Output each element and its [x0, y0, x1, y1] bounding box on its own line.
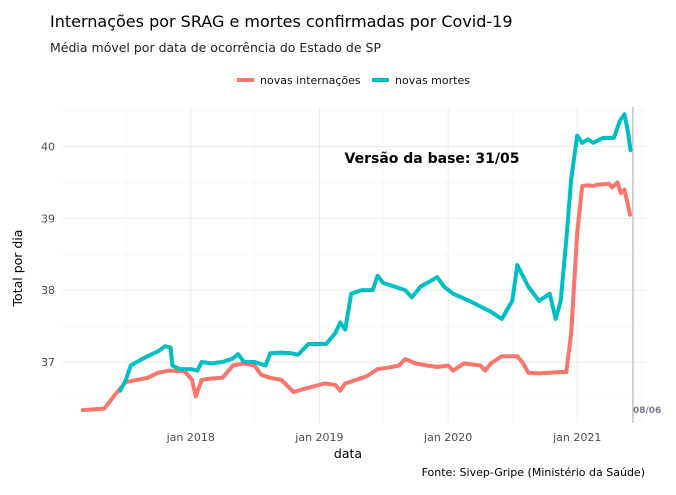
x-tick-label: jan 2019 [294, 431, 343, 444]
series-line-novas-internacoes [80, 180, 633, 413]
legend-label-internacoes: novas internações [260, 74, 361, 87]
grid-minor [62, 107, 646, 423]
series-layer [80, 112, 633, 413]
x-axis-title: data [334, 446, 362, 461]
y-axis-title: Total por dia [10, 230, 25, 308]
cutoff-layer: 08/06 [632, 107, 661, 423]
grid-major [62, 107, 646, 423]
cutoff-label: 08/06 [633, 406, 661, 416]
series-line-novas-mortes [118, 112, 633, 393]
x-tick-label: jan 2021 [552, 431, 601, 444]
chart-subtitle: Média móvel por data de ocorrência do Es… [50, 40, 381, 55]
source-caption: Fonte: Sivep-Gripe (Ministério da Saúde) [422, 466, 645, 479]
y-tick-label: 40 [41, 141, 55, 154]
x-axis-ticks: jan 2018 jan 2019 jan 2020 jan 2021 [166, 431, 602, 444]
x-tick-label: jan 2018 [166, 431, 215, 444]
legend-label-mortes: novas mortes [395, 74, 470, 87]
y-axis-ticks: 37 38 39 40 [41, 141, 55, 369]
y-tick-label: 38 [41, 284, 55, 297]
y-tick-label: 37 [41, 356, 55, 369]
y-tick-label: 39 [41, 212, 55, 225]
legend: novas internações novas mortes [237, 74, 470, 87]
base-version-annotation: Versão da base: 31/05 [345, 151, 520, 167]
x-tick-label: jan 2020 [423, 431, 472, 444]
chart-title: Internações por SRAG e mortes confirmada… [50, 12, 513, 31]
